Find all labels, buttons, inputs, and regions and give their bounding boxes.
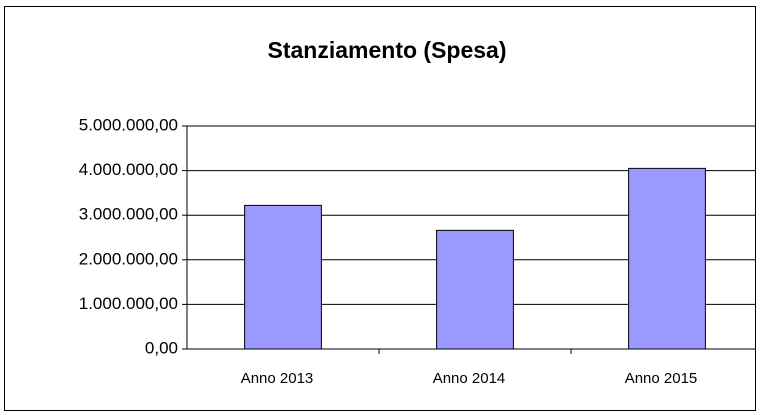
y-tick-label: 5.000.000,00 — [79, 115, 178, 134]
y-tick-label: 4.000.000,00 — [79, 160, 178, 179]
y-tick-label: 2.000.000,00 — [79, 249, 178, 268]
x-tick-label: Anno 2015 — [625, 370, 698, 387]
y-tick-label: 3.000.000,00 — [79, 205, 178, 224]
chart-title: Stanziamento (Spesa) — [268, 37, 507, 63]
x-tick-label: Anno 2013 — [241, 370, 314, 387]
bar — [436, 229, 514, 350]
x-tick-label: Anno 2014 — [433, 370, 506, 387]
bar — [628, 167, 706, 350]
bar — [244, 204, 322, 350]
y-tick-label: 0,00 — [145, 338, 178, 357]
y-tick-label: 1.000.000,00 — [79, 294, 178, 313]
